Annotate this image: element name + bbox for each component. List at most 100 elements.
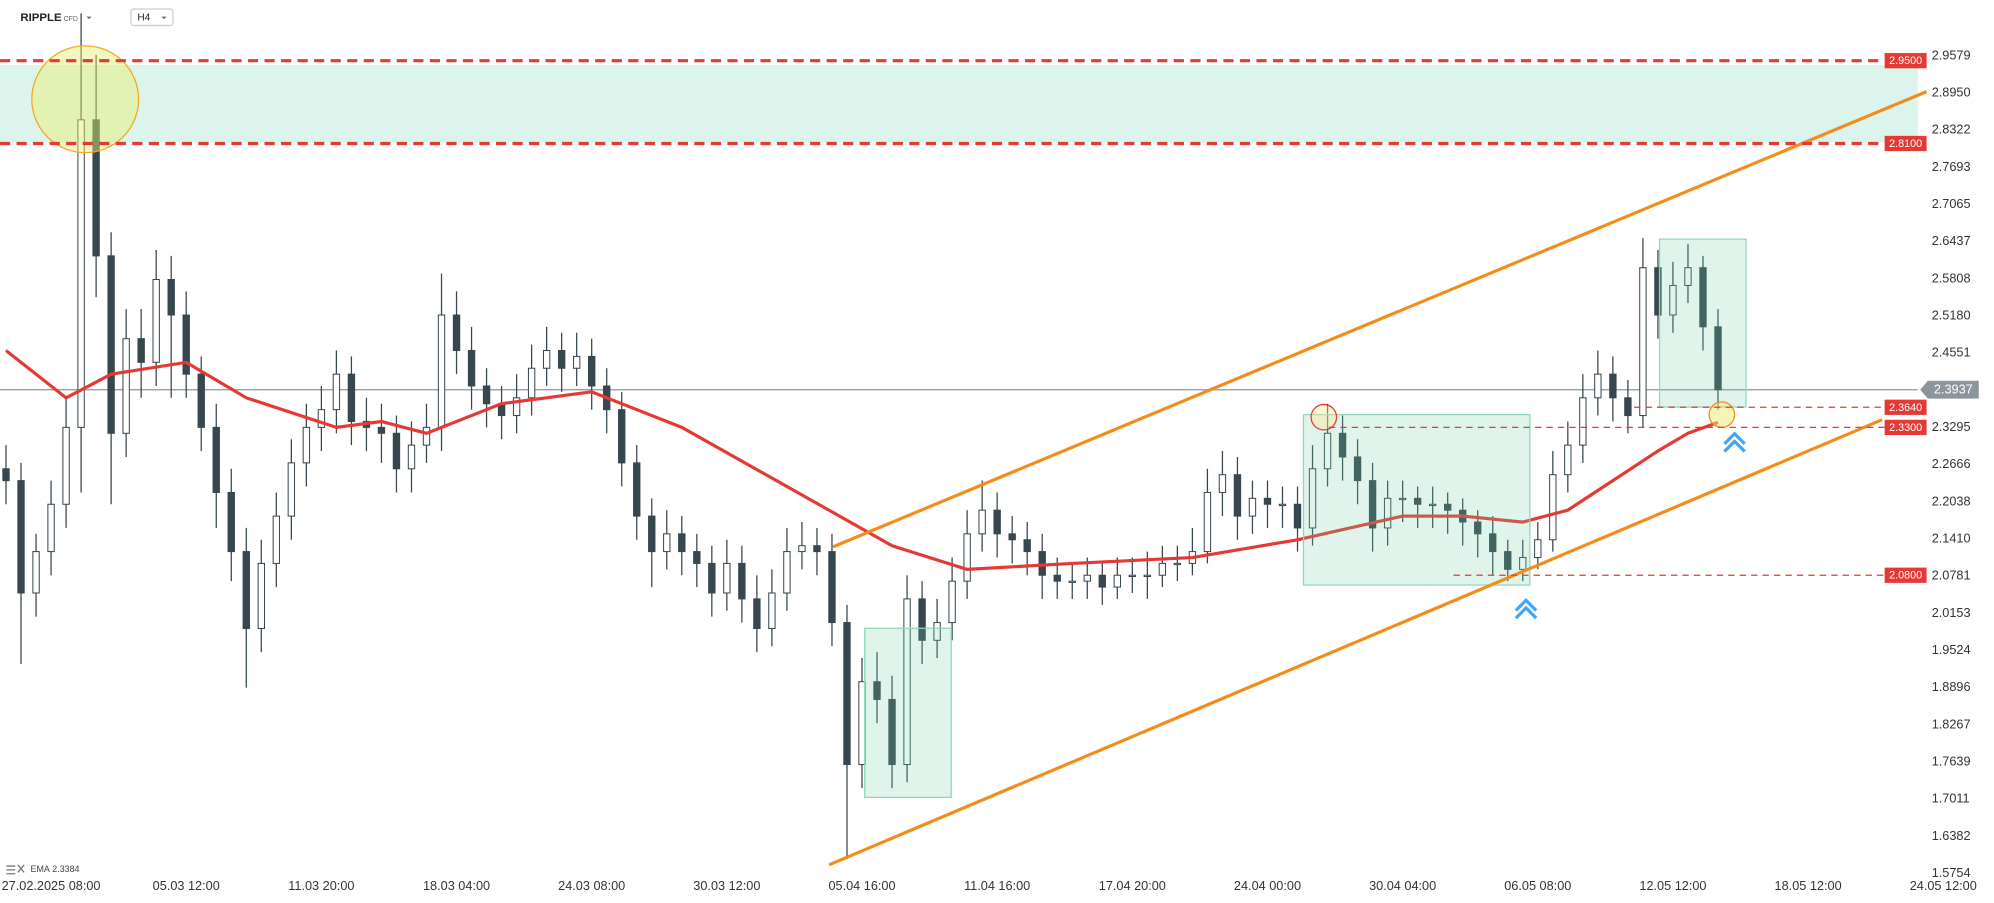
up-arrow xyxy=(1723,431,1746,453)
candle-body xyxy=(407,444,416,470)
candle-body xyxy=(693,551,701,564)
ema-line xyxy=(4,349,1719,571)
level-label-box xyxy=(1884,53,1927,69)
candle-body xyxy=(618,409,626,464)
candle-body xyxy=(933,622,941,641)
x-tick-label: 24.05 12:00 xyxy=(1910,878,1977,893)
candle-body xyxy=(963,533,971,582)
y-tick-label: 2.6437 xyxy=(1932,233,1971,248)
y-tick-label: 2.1410 xyxy=(1932,531,1971,546)
candle-body xyxy=(1624,397,1632,417)
axis-layer: 2.9579 2.8950 2.8322 2.7693 2.7065 2.6437 2.58… xyxy=(0,47,1979,893)
candle-body xyxy=(107,255,115,434)
candle-body xyxy=(1534,539,1542,559)
candle-body xyxy=(588,355,596,387)
candle-body xyxy=(1609,373,1617,399)
candle-body xyxy=(92,119,100,257)
candle-body xyxy=(1263,497,1272,505)
candle-body xyxy=(663,533,671,553)
candle-body xyxy=(768,592,776,629)
level-label: 2.9500 xyxy=(1889,55,1922,67)
candle-body xyxy=(738,562,746,600)
level-label: 2.0800 xyxy=(1889,570,1922,582)
indicator-close[interactable] xyxy=(17,864,25,873)
candle-body xyxy=(873,681,881,700)
x-tick-label: 12.05 12:00 xyxy=(1639,878,1706,893)
candle-body xyxy=(798,545,806,553)
highlight-circle xyxy=(1708,401,1736,428)
candle-body xyxy=(1714,326,1722,391)
y-tick-label: 2.0781 xyxy=(1932,568,1971,583)
y-tick-label: 2.4551 xyxy=(1932,345,1971,360)
candle-body xyxy=(1594,373,1602,399)
current-price-box xyxy=(1920,380,1979,399)
candle-body xyxy=(1474,521,1482,535)
candle-body xyxy=(978,509,986,535)
candle-body xyxy=(708,562,716,594)
range-box xyxy=(1658,238,1747,408)
level-label-box xyxy=(1884,567,1927,583)
y-tick-label: 1.8267 xyxy=(1932,716,1971,731)
level-label: 2.8100 xyxy=(1889,138,1922,150)
ema-legend: EMA 2.3384 xyxy=(31,864,80,874)
y-tick-label: 2.5808 xyxy=(1932,270,1971,285)
candle-body xyxy=(1489,533,1497,553)
candle-body xyxy=(1233,474,1242,517)
y-tick-label: 2.5180 xyxy=(1932,308,1971,323)
highlight-circle xyxy=(1310,403,1338,431)
candle-body xyxy=(1639,267,1647,417)
candle-body xyxy=(1083,574,1091,582)
candle-body xyxy=(17,480,25,594)
candle-body xyxy=(227,491,235,553)
candle-body xyxy=(1669,284,1677,316)
candle-body xyxy=(1128,574,1137,578)
x-tick-label: 27.02.2025 08:00 xyxy=(2,878,101,893)
y-tick-label: 1.6382 xyxy=(1932,828,1971,843)
x-tick-label: 11.04 16:00 xyxy=(964,878,1030,893)
candle-body xyxy=(1098,574,1106,588)
candle-body xyxy=(783,551,791,594)
y-tick-label: 1.8896 xyxy=(1932,679,1971,694)
trend-line xyxy=(832,90,1928,549)
candle-body xyxy=(1699,267,1707,328)
y-tick-label: 2.2666 xyxy=(1932,456,1971,471)
x-tick-label: 11.03 20:00 xyxy=(288,878,354,893)
candle-body xyxy=(317,409,326,428)
candle-body xyxy=(1113,574,1121,588)
timeframe-button[interactable] xyxy=(130,8,174,27)
y-tick-label: 2.0153 xyxy=(1932,605,1971,620)
candle-body xyxy=(1203,491,1212,553)
timeframe: H4 xyxy=(137,13,150,24)
candle-body xyxy=(452,314,461,352)
candle-body xyxy=(332,373,341,411)
candle-body xyxy=(633,462,641,517)
candle-body xyxy=(843,622,851,766)
candle-body xyxy=(678,533,686,553)
x-tick-label: 18.05 12:00 xyxy=(1775,878,1842,893)
candle-body xyxy=(1444,503,1452,511)
candle-body xyxy=(527,367,536,399)
candle-body xyxy=(242,551,250,629)
candle-body xyxy=(512,397,521,417)
supply-zone xyxy=(0,64,1918,143)
candle-body xyxy=(287,462,296,517)
candle-body xyxy=(272,515,281,564)
candle-body xyxy=(1684,267,1692,286)
candle-body xyxy=(1398,497,1407,501)
dropdown-caret[interactable] xyxy=(86,16,92,20)
level-label-box xyxy=(1884,399,1927,415)
candle-body xyxy=(257,562,265,629)
candle-body xyxy=(828,551,836,624)
indicator-legend: EMA 2.3384 xyxy=(6,864,80,875)
candle-body xyxy=(137,338,145,363)
candle-body xyxy=(723,562,731,594)
zone-layer xyxy=(0,64,1918,143)
symbol: RIPPLE xyxy=(20,12,62,24)
candle-body xyxy=(993,509,1001,535)
candle-body xyxy=(152,279,160,363)
x-tick-label: 17.04 20:00 xyxy=(1099,878,1166,893)
candle-body xyxy=(1278,503,1287,507)
candle-body xyxy=(1293,503,1302,529)
candle-body xyxy=(1248,497,1257,517)
ema-name: EMA xyxy=(31,864,50,874)
